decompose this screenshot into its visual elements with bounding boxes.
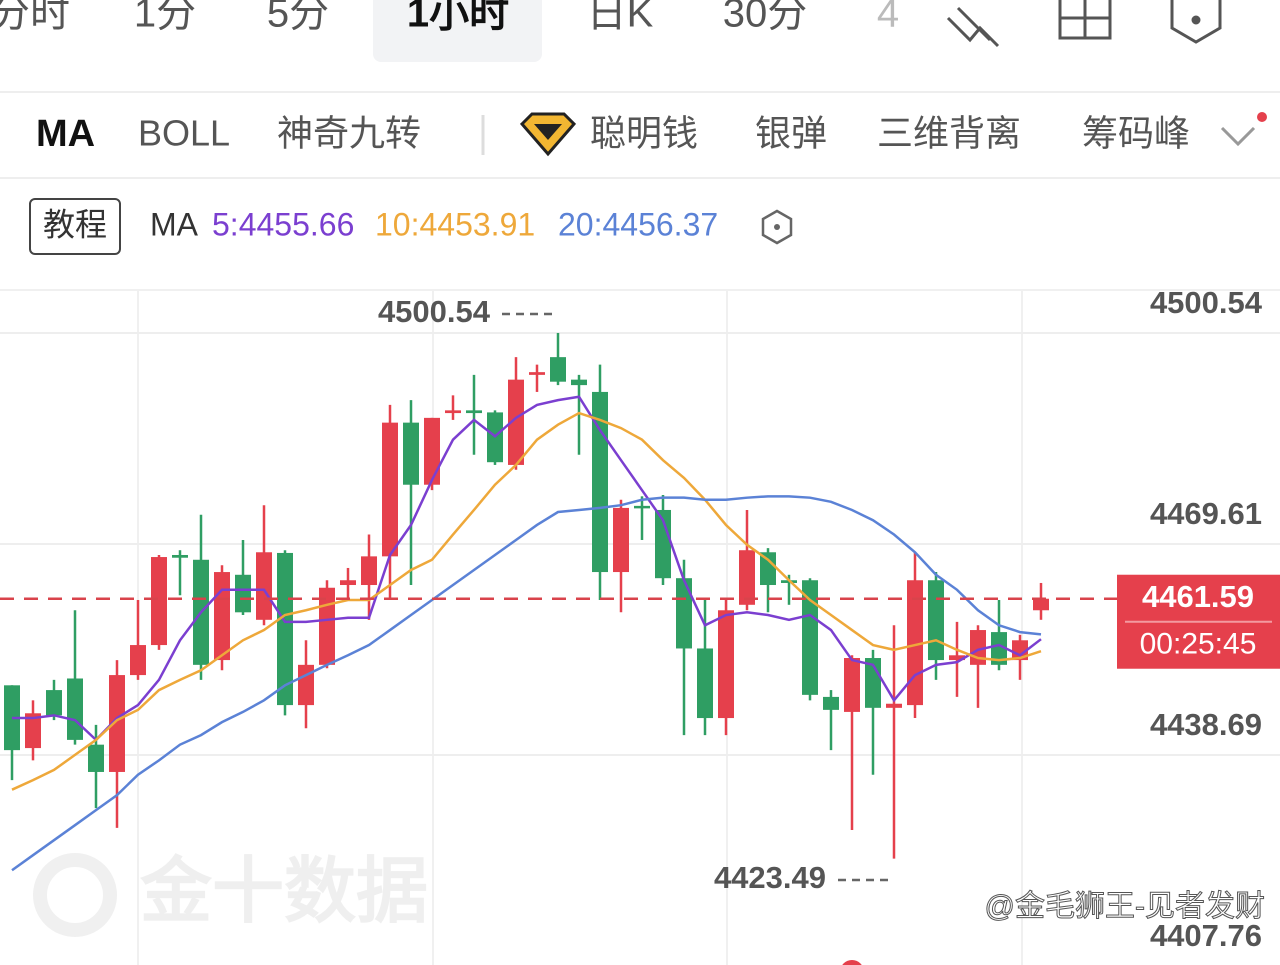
ma-settings-icon[interactable]: [761, 209, 793, 245]
candle-body: [256, 552, 272, 620]
candle-body: [655, 509, 671, 579]
candle-body: [382, 422, 398, 557]
more-chevron[interactable]: [1220, 126, 1256, 147]
tab[interactable]: 30分: [723, 0, 808, 36]
indicator-tab[interactable]: BOLL: [138, 113, 230, 154]
candle-body: [949, 655, 965, 661]
tab[interactable]: 4: [877, 0, 899, 36]
candle-body: [508, 379, 524, 465]
indicator-tab[interactable]: MA: [36, 113, 95, 155]
candle-body: [760, 552, 776, 586]
candle-body: [550, 357, 566, 382]
tutorial-label[interactable]: 教程: [43, 206, 107, 242]
indicator-tab[interactable]: 银弹: [755, 113, 827, 154]
candle-body: [718, 610, 734, 719]
candle-body: [739, 550, 755, 605]
y-tick-label: 4407.76: [1150, 918, 1262, 953]
candle-body: [67, 678, 83, 740]
candle-body: [928, 580, 944, 661]
y-tick-label: 4500.54: [1150, 285, 1263, 320]
badge-dot: [842, 960, 862, 965]
candle-body: [46, 690, 62, 716]
candle-body: [403, 422, 419, 485]
max-annotation: 4500.54: [378, 294, 491, 329]
candle-body: [298, 664, 314, 706]
tutorial-button[interactable]: [29, 198, 121, 255]
legend-entry: 20:4456.37: [558, 206, 718, 242]
watermark: 金十数据: [33, 852, 428, 937]
candle-body: [571, 379, 587, 386]
tab[interactable]: 1小时: [407, 0, 509, 36]
candle-body: [697, 648, 713, 719]
candle-body: [130, 645, 146, 676]
min-annotation: 4423.49: [714, 860, 826, 895]
candle-body: [445, 410, 461, 414]
candle-body: [676, 578, 692, 649]
candle-body: [340, 580, 356, 586]
indicator-tab[interactable]: 聪明钱: [590, 113, 698, 154]
candle-body: [151, 557, 167, 646]
tab[interactable]: 5分: [267, 0, 329, 36]
current-price-label: 4461.59: [1142, 579, 1254, 614]
candle-body: [634, 505, 650, 509]
toolbar-icons: [946, 0, 1222, 48]
ma-line: [11, 411, 1042, 791]
candle-body: [466, 410, 482, 414]
indicator-tab[interactable]: 三维背离: [877, 113, 1021, 154]
candle-body: [823, 696, 839, 710]
tab[interactable]: 分时: [0, 0, 70, 36]
candle-body: [529, 372, 545, 375]
badge-dot: [1257, 112, 1267, 122]
settings-dot: [1191, 15, 1201, 25]
candle-body: [886, 703, 902, 708]
selected-tab-bg: [373, 0, 542, 62]
smart-money-icon: [519, 112, 577, 157]
candle-body: [109, 675, 125, 772]
candle-body: [991, 632, 1007, 665]
indicator-tab[interactable]: 神奇九转: [277, 113, 421, 154]
candle-body: [172, 554, 188, 558]
candle-body: [235, 574, 251, 613]
tab[interactable]: 1分: [134, 0, 196, 36]
tab[interactable]: 日K: [587, 0, 654, 36]
candle-body: [361, 556, 377, 586]
indicator-tab[interactable]: 筹码峰: [1082, 113, 1190, 154]
watermark-text: 金十数据: [139, 852, 428, 932]
candle-body: [424, 417, 440, 485]
y-tick-label: 4469.61: [1150, 496, 1262, 531]
candle-body: [613, 507, 629, 573]
legend-entry: 5:4455.66: [212, 206, 354, 242]
ma-line: [11, 495, 1042, 872]
y-tick-label: 4438.69: [1150, 707, 1262, 742]
candle-body: [802, 580, 818, 695]
indicator-label: MA: [150, 206, 199, 242]
candle-body: [1012, 640, 1028, 661]
candle-body: [277, 552, 293, 706]
candle-body: [88, 744, 104, 772]
settings-icon[interactable]: [1170, 0, 1222, 44]
draw-icon[interactable]: [946, 6, 1000, 48]
candle-body: [214, 572, 230, 661]
legend-entry: 10:4453.91: [375, 206, 535, 242]
layout-icon[interactable]: [1058, 0, 1112, 40]
candle-body: [844, 658, 860, 712]
candle-body: [25, 713, 41, 749]
candle-body: [1033, 598, 1049, 611]
credit: @金毛狮王-见者发财: [985, 890, 1265, 923]
ma-line: [12, 395, 1042, 742]
countdown-label: 00:25:45: [1140, 628, 1257, 661]
